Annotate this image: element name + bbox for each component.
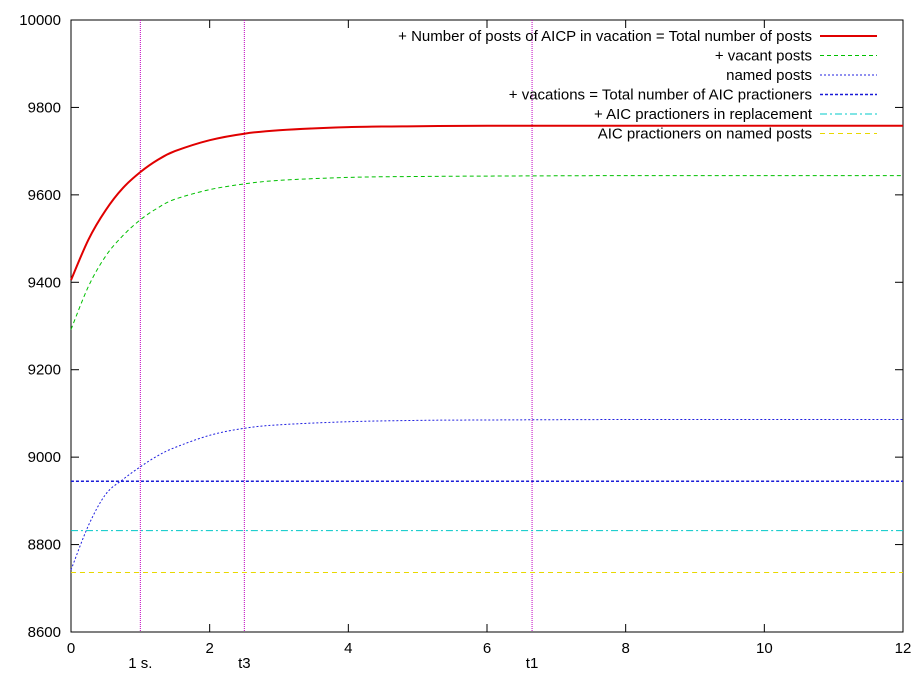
x-tick-label: 10 [756,640,773,657]
y-tick-label: 10000 [19,12,61,29]
x-tick-label: 0 [67,640,75,657]
axis-ticks: 0 2 4 6 8 10 12 8600 8800 9000 9200 9400 9600 9800 100… [19,12,911,657]
vertical-markers: 1 s. t3 t1 [128,20,538,672]
series-line [70,124,903,281]
vertical-marker-label: t3 [238,655,251,672]
legend-label: named posts [726,67,812,84]
x-tick-label: 12 [895,640,912,657]
x-tick-label: 6 [483,640,491,657]
legend-label: AIC practioners on named posts [598,126,812,143]
y-tick-label: 9400 [28,274,61,291]
series-line [70,418,903,571]
y-tick-label: 9800 [28,99,61,116]
series-line [70,175,903,330]
y-tick-label: 9200 [28,362,61,379]
legend: + Number of posts of AICP in vacation = … [398,28,877,143]
legend-label: + Number of posts of AICP in vacation = … [398,28,812,45]
y-tick-label: 9600 [28,187,61,204]
vertical-marker-label: t1 [526,655,539,672]
y-tick-label: 8600 [28,624,61,641]
y-tick-label: 9000 [28,449,61,466]
y-tick-label: 8800 [28,537,61,554]
x-tick-label: 8 [621,640,629,657]
legend-label: + vacant posts [715,48,812,65]
legend-label: + AIC practioners in replacement [594,106,813,123]
x-tick-label: 4 [344,640,352,657]
vertical-marker-label: 1 s. [128,655,152,672]
x-tick-label: 2 [205,640,213,657]
series-lines [70,124,903,574]
legend-label: + vacations = Total number of AIC practi… [509,87,812,104]
